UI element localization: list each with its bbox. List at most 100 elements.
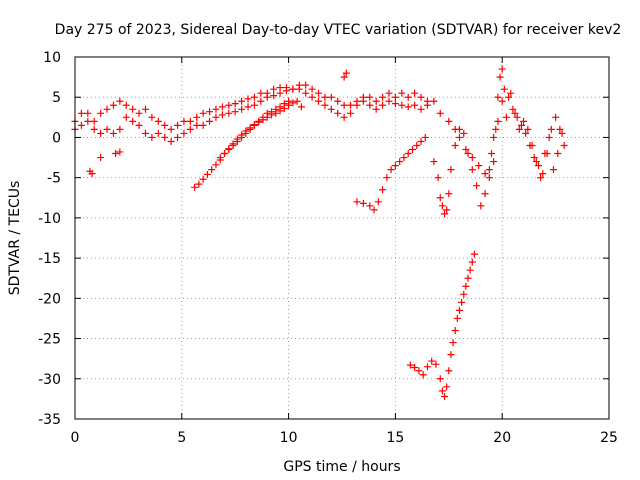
data-point xyxy=(490,133,498,141)
data-point xyxy=(494,117,502,125)
data-point xyxy=(509,105,517,113)
data-point xyxy=(411,89,419,97)
data-points xyxy=(71,65,568,400)
data-point xyxy=(445,117,453,125)
data-point xyxy=(353,198,361,206)
data-point xyxy=(481,190,489,198)
data-point xyxy=(212,105,220,113)
data-point xyxy=(438,387,446,395)
data-point xyxy=(532,158,540,166)
data-point xyxy=(347,109,355,117)
data-point xyxy=(477,202,485,210)
data-point xyxy=(379,186,387,194)
series-deep-negative-trace xyxy=(406,250,478,400)
data-point xyxy=(334,97,342,105)
data-point xyxy=(443,206,451,214)
data-point xyxy=(366,202,374,210)
data-point xyxy=(500,85,508,93)
data-point xyxy=(408,146,416,154)
data-point xyxy=(430,97,438,105)
data-point xyxy=(462,146,470,154)
data-point xyxy=(421,133,429,141)
data-point xyxy=(334,109,342,117)
data-point xyxy=(263,109,271,117)
data-point xyxy=(404,93,412,101)
data-point xyxy=(543,150,551,158)
data-point xyxy=(353,97,361,105)
data-point xyxy=(468,154,476,162)
data-point xyxy=(206,108,214,116)
data-point xyxy=(526,141,534,149)
data-point xyxy=(218,111,226,119)
data-point xyxy=(195,180,203,188)
y-tick-label: -15 xyxy=(38,251,61,267)
series-middle-rising-trace xyxy=(216,97,293,162)
data-point xyxy=(225,109,233,117)
series-upper-band xyxy=(71,81,431,133)
data-point xyxy=(554,150,562,158)
data-point xyxy=(315,89,323,97)
data-point xyxy=(199,175,207,183)
data-point xyxy=(218,103,226,111)
y-tick-label: 10 xyxy=(43,50,61,66)
data-point xyxy=(498,65,506,73)
data-point xyxy=(280,100,288,108)
data-point xyxy=(193,121,201,129)
data-point xyxy=(122,101,130,109)
data-point xyxy=(90,125,98,133)
data-point xyxy=(383,174,391,182)
data-point xyxy=(385,97,393,105)
data-point xyxy=(148,133,156,141)
data-point xyxy=(460,290,468,298)
data-point xyxy=(233,137,241,145)
y-tick-label: -20 xyxy=(38,291,61,307)
data-point xyxy=(432,360,440,368)
data-point xyxy=(558,129,566,137)
data-point xyxy=(419,371,427,379)
data-point xyxy=(268,108,276,116)
data-point xyxy=(370,206,378,214)
data-point xyxy=(468,258,476,266)
data-point xyxy=(513,113,521,121)
data-point xyxy=(321,93,329,101)
data-point xyxy=(238,105,246,113)
data-point xyxy=(374,198,382,206)
data-point xyxy=(404,103,412,111)
data-point xyxy=(244,103,252,111)
data-point xyxy=(455,306,463,314)
series-afternoon-cluster xyxy=(430,89,566,218)
data-point xyxy=(539,170,547,178)
data-point xyxy=(250,93,258,101)
data-point xyxy=(549,166,557,174)
data-point xyxy=(436,375,444,383)
data-point xyxy=(436,194,444,202)
data-point xyxy=(193,113,201,121)
data-point xyxy=(417,137,425,145)
data-point xyxy=(272,105,280,113)
data-point xyxy=(109,101,117,109)
x-tick-label: 5 xyxy=(177,430,186,446)
data-point xyxy=(466,266,474,274)
data-point xyxy=(560,141,568,149)
y-tick-labels: -35 -30 -25 -20 -15 -10 -5 0 5 10 xyxy=(38,50,61,428)
data-point xyxy=(417,105,425,113)
data-point xyxy=(398,89,406,97)
data-point xyxy=(385,89,393,97)
data-point xyxy=(250,121,258,129)
data-point xyxy=(460,129,468,137)
data-point xyxy=(90,117,98,125)
data-point xyxy=(255,117,263,125)
data-point xyxy=(406,361,414,369)
data-point xyxy=(161,121,169,129)
data-point xyxy=(242,129,250,137)
data-point xyxy=(135,109,143,117)
data-point xyxy=(379,101,387,109)
data-point xyxy=(308,93,316,101)
data-point xyxy=(423,363,431,371)
data-point xyxy=(398,101,406,109)
data-point xyxy=(530,154,538,162)
data-point xyxy=(77,121,85,129)
data-point xyxy=(511,109,519,117)
series-isolated-points xyxy=(86,69,350,178)
data-point xyxy=(174,121,182,129)
